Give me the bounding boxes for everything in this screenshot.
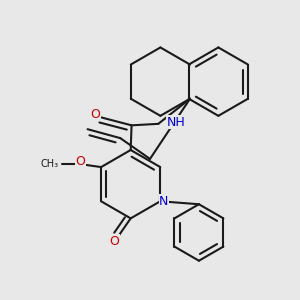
Text: O: O	[90, 107, 100, 121]
Text: O: O	[75, 155, 85, 168]
Text: O: O	[110, 235, 119, 248]
Text: N: N	[159, 195, 169, 208]
Text: CH₃: CH₃	[41, 159, 59, 169]
Text: NH: NH	[167, 116, 185, 129]
